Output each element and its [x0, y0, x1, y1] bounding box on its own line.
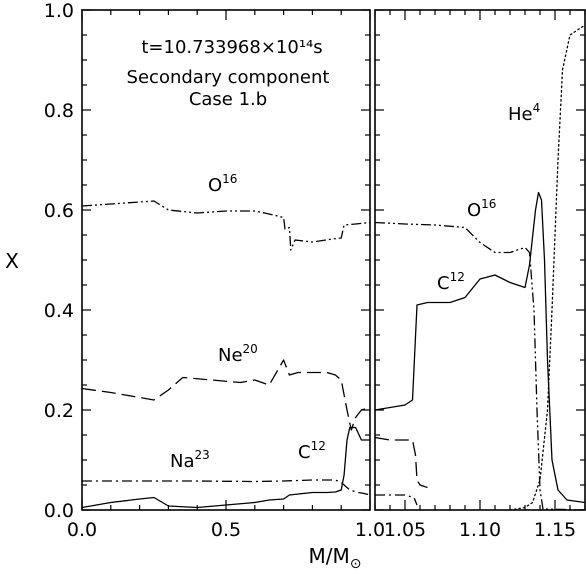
right-frame — [374, 9, 586, 511]
right-label-c12: C12 — [437, 270, 465, 294]
y-axis-label: X — [5, 249, 19, 273]
right-series-o16 — [375, 221, 585, 510]
y-tick-label: 0.0 — [44, 500, 74, 522]
left-x-tick-label: 0.0 — [67, 519, 97, 541]
label-base: He — [508, 104, 533, 125]
left-series-c12 — [82, 426, 370, 509]
left-x-tick-label: 0.5 — [211, 519, 241, 541]
right-series-ne20 — [375, 436, 428, 489]
x-axis-label: M/M⊙ — [309, 544, 362, 572]
left-label-na23: Na23 — [170, 448, 210, 472]
annotation-time: t=10.733968×10¹⁴s — [141, 37, 322, 58]
annotation-component: Secondary component — [127, 67, 330, 88]
left-label-o16: O16 — [208, 172, 237, 196]
y-tick-label: 0.6 — [44, 200, 74, 222]
y-tick-label: 0.8 — [44, 100, 74, 122]
right-series-na23 — [375, 494, 418, 506]
left-series-na23 — [82, 479, 370, 496]
right-series-c12 — [375, 191, 585, 504]
y-tick-label: 0.2 — [44, 400, 74, 422]
right-label-o16: O16 — [467, 197, 496, 221]
label-superscript: 4 — [533, 101, 541, 115]
right-x-tick-label: 1.15 — [534, 519, 576, 541]
label-superscript: 20 — [243, 342, 258, 356]
right-x-tick-label: 1.10 — [459, 519, 501, 541]
label-base: C — [298, 442, 311, 463]
annotation-case: Case 1.b — [189, 89, 267, 110]
label-base: O — [208, 175, 222, 196]
left-series-ne20 — [82, 359, 370, 431]
label-base: Ne — [218, 345, 243, 366]
label-superscript: 16 — [481, 197, 496, 211]
label-superscript: 23 — [195, 448, 210, 462]
label-superscript: 12 — [311, 439, 326, 453]
left-series-o16 — [82, 200, 370, 251]
y-tick-label: 0.4 — [44, 300, 74, 322]
right-panel: 1.05 1.10 1.15 O16 C12 He4 — [374, 9, 586, 541]
right-label-he4: He4 — [508, 101, 540, 125]
right-x-tick-label: 1.05 — [384, 519, 426, 541]
label-base: Na — [170, 451, 195, 472]
label-superscript: 16 — [222, 172, 237, 186]
left-label-ne20: Ne20 — [218, 342, 258, 366]
label-base: C — [437, 273, 450, 294]
x-axis-label-subscript: ⊙ — [350, 556, 362, 572]
label-base: O — [467, 200, 481, 221]
y-tick-label: 1.0 — [44, 0, 74, 22]
label-superscript: 12 — [450, 270, 465, 284]
left-label-c12: C12 — [298, 439, 326, 463]
right-series-he4 — [509, 24, 585, 510]
left-x-tick-label: 1.0 — [355, 519, 385, 541]
